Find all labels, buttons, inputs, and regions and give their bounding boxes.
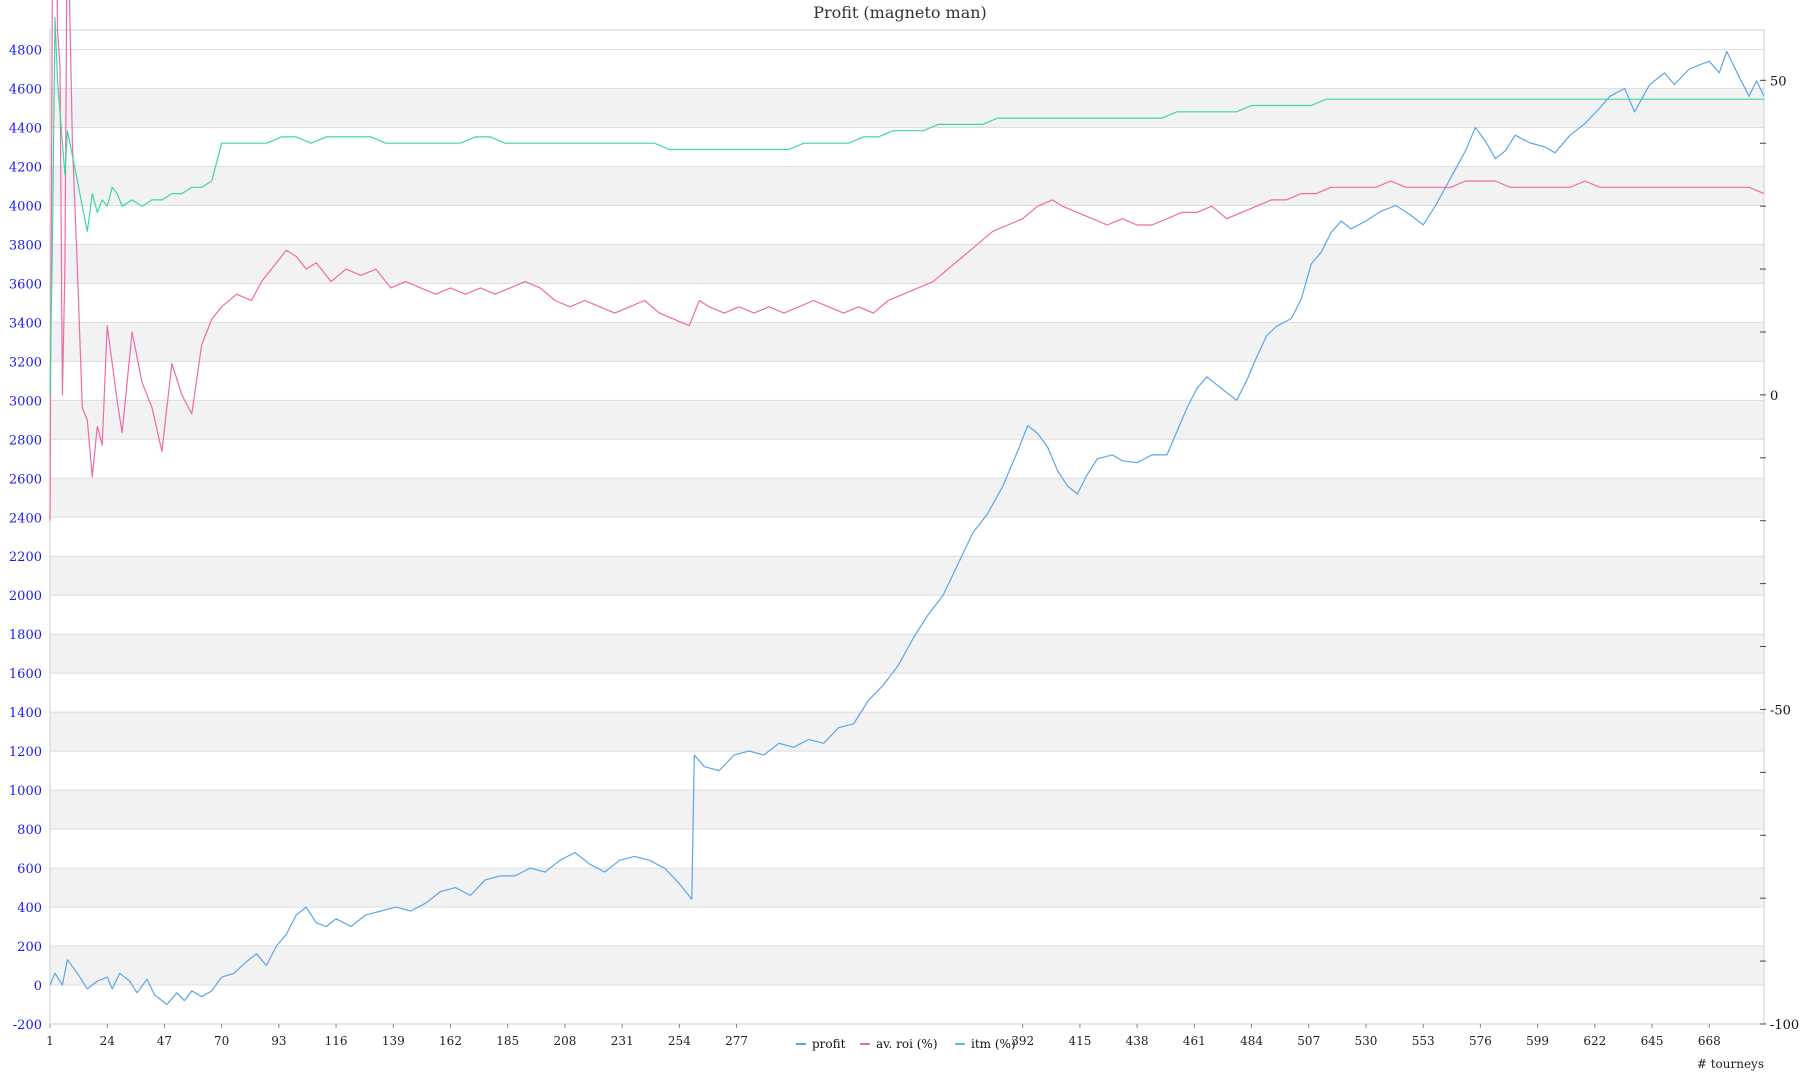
y-axis-right: -100 -50 0 50 [1760, 74, 1799, 1033]
y-tick-label: 4400 [9, 121, 42, 136]
x-tick-label: 231 [611, 1034, 634, 1048]
grid-band [50, 244, 1764, 284]
grid-band [50, 88, 1764, 128]
y2-tick-label: -100 [1770, 1018, 1799, 1033]
x-tick-label: 507 [1297, 1034, 1320, 1048]
y-tick-label: 2400 [9, 511, 42, 526]
grid-band [50, 868, 1764, 908]
x-tick-label: 553 [1412, 1034, 1435, 1048]
y2-tick-label: 50 [1770, 74, 1787, 89]
legend-label: itm (%) [971, 1037, 1016, 1051]
grid-band [50, 166, 1764, 206]
grid-bands [50, 88, 1764, 986]
x-tick-label: 116 [325, 1034, 348, 1048]
grid-band [50, 400, 1764, 440]
legend: profit av. roi (%) itm (%) [796, 1037, 1016, 1051]
grid-band [50, 946, 1764, 986]
y-tick-label: 400 [17, 901, 42, 916]
y-tick-label: 600 [17, 862, 42, 877]
x-axis: 1 24 47 70 93 116 139 162 185 208 231 254 277 392 415 4… [46, 1024, 1721, 1048]
y-tick-label: 2600 [9, 472, 42, 487]
grid-band [50, 478, 1764, 518]
x-tick-label: 277 [725, 1034, 748, 1048]
y-tick-label: -200 [13, 1018, 42, 1033]
y-tick-label: 4800 [9, 43, 42, 58]
x-tick-label: 162 [439, 1034, 462, 1048]
chart-title: Profit (magneto man) [813, 3, 987, 22]
x-tick-label: 461 [1183, 1034, 1206, 1048]
grid-lines [50, 48, 1764, 1025]
series-line-profit [49, 50, 1765, 1006]
y-tick-label: 4000 [9, 199, 42, 214]
x-tick-label: 645 [1641, 1034, 1664, 1048]
x-tick-label: 484 [1240, 1034, 1263, 1048]
y-tick-label: 4200 [9, 160, 42, 175]
y-axis-left: -200 0 200 400 600 800 1000 1200 1400 1600 1800 200… [9, 43, 42, 1033]
x-axis-label: # tourneys [1697, 1057, 1764, 1071]
x-tick-label: 668 [1698, 1034, 1721, 1048]
y-tick-label: 3800 [9, 238, 42, 253]
legend-label: profit [812, 1037, 846, 1051]
x-tick-label: 70 [214, 1034, 229, 1048]
x-tick-label: 139 [382, 1034, 405, 1048]
x-tick-label: 392 [1011, 1034, 1034, 1048]
y-tick-label: 4600 [9, 82, 42, 97]
x-tick-label: 185 [496, 1034, 519, 1048]
y-tick-label: 2000 [9, 589, 42, 604]
series-lines [49, 0, 1765, 1006]
x-tick-label: 622 [1583, 1034, 1606, 1048]
series-line-itm [49, 16, 1764, 395]
grid-band [50, 712, 1764, 752]
x-tick-label: 93 [271, 1034, 286, 1048]
y-tick-label: 0 [34, 979, 42, 994]
y-tick-label: 200 [17, 940, 42, 955]
series-line-av-roi [49, 0, 1765, 521]
x-tick-label: 254 [668, 1034, 691, 1048]
y-tick-label: 3200 [9, 355, 42, 370]
grid-band [50, 634, 1764, 674]
x-tick-label: 415 [1068, 1034, 1091, 1048]
grid-band [50, 322, 1764, 362]
x-tick-label: 24 [100, 1034, 116, 1048]
y2-tick-label: -50 [1770, 703, 1791, 718]
grid-band [50, 790, 1764, 830]
x-tick-label: 47 [157, 1034, 172, 1048]
y2-tick-label: 0 [1770, 389, 1778, 404]
plot-area [49, 29, 1765, 1025]
x-tick-label: 438 [1126, 1034, 1149, 1048]
y-tick-label: 1400 [9, 706, 42, 721]
y-tick-label: 3600 [9, 277, 42, 292]
y-tick-label: 1800 [9, 628, 42, 643]
x-tick-label: 576 [1469, 1034, 1492, 1048]
grid-band [50, 556, 1764, 596]
x-tick-label: 599 [1526, 1034, 1549, 1048]
y-tick-label: 2800 [9, 433, 42, 448]
y-tick-label: 800 [17, 823, 42, 838]
y-tick-label: 3000 [9, 394, 42, 409]
y-tick-label: 1200 [9, 745, 42, 760]
x-tick-label: 208 [553, 1034, 576, 1048]
legend-label: av. roi (%) [876, 1037, 938, 1051]
y-tick-label: 2200 [9, 550, 42, 565]
x-tick-label: 1 [46, 1034, 54, 1048]
y-tick-label: 3400 [9, 316, 42, 331]
x-tick-label: 530 [1355, 1034, 1378, 1048]
y-tick-label: 1000 [9, 784, 42, 799]
y-tick-label: 1600 [9, 667, 42, 682]
